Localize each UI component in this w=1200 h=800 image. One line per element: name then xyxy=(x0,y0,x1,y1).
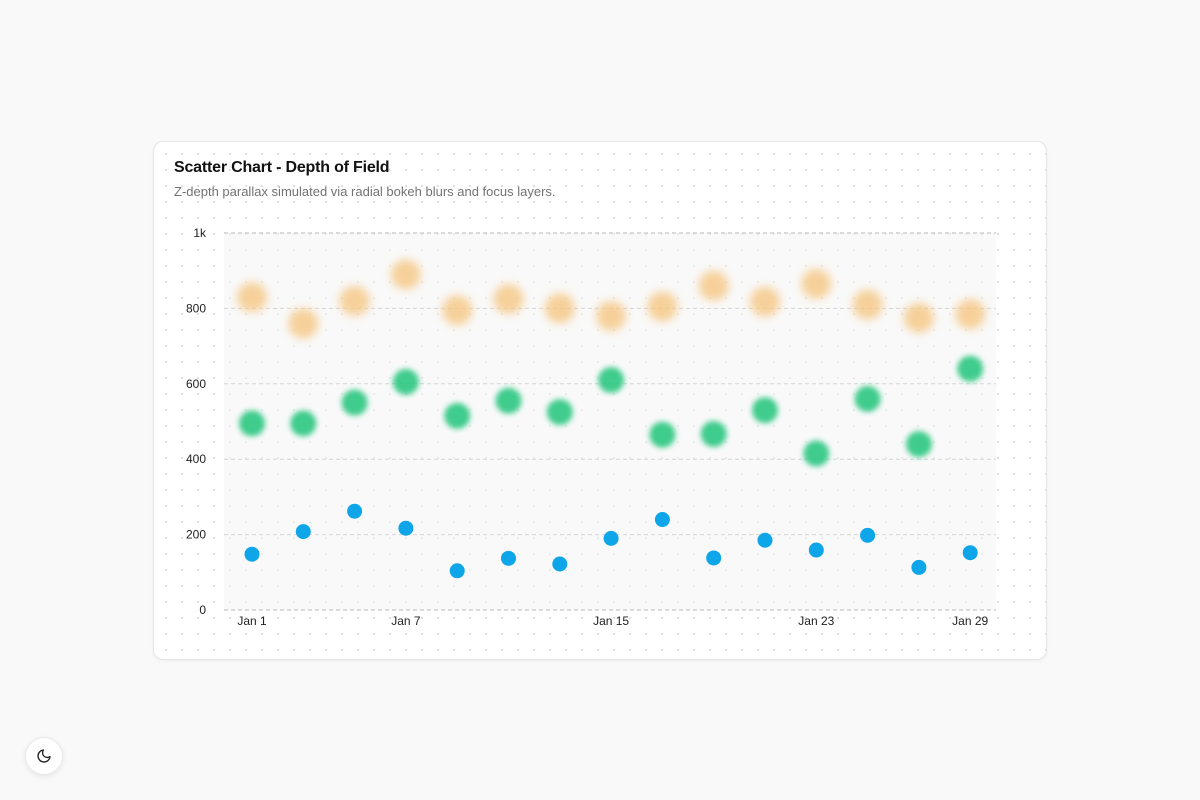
far-layer-point xyxy=(647,291,678,322)
mid-layer-point xyxy=(239,410,265,437)
far-layer-point xyxy=(493,283,524,314)
near-layer-point xyxy=(911,559,927,575)
near-layer-point xyxy=(962,545,978,561)
chart-title: Scatter Chart - Depth of Field xyxy=(174,159,390,176)
far-layer-point xyxy=(390,259,421,290)
near-layer-point xyxy=(654,512,670,528)
mid-layer-point xyxy=(392,368,419,395)
y-tick-label: 600 xyxy=(186,377,206,391)
x-axis: Jan 1 Jan 7 Jan 15 Jan 23 Jan 29 xyxy=(237,614,988,628)
far-layer-point xyxy=(750,286,780,317)
mid-layer-point xyxy=(957,355,984,382)
x-tick-label: Jan 1 xyxy=(237,614,267,628)
near-layer-point xyxy=(757,532,773,548)
data-points xyxy=(237,259,986,579)
mid-layer-point xyxy=(905,431,932,458)
near-layer-point xyxy=(808,542,824,558)
mid-layer-point xyxy=(495,387,522,414)
mid-layer-point xyxy=(341,389,368,416)
far-layer-point xyxy=(237,282,267,313)
far-layer-point xyxy=(955,299,986,330)
y-tick-label: 800 xyxy=(186,301,206,315)
mid-layer-point xyxy=(546,399,573,426)
plot-area-shade xyxy=(224,233,996,610)
near-layer-point xyxy=(244,546,260,562)
x-tick-label: Jan 29 xyxy=(952,614,988,628)
mid-layer-point xyxy=(700,420,727,447)
mid-layer-point xyxy=(854,385,881,412)
far-layer-point xyxy=(801,268,832,299)
near-layer-point xyxy=(295,524,311,540)
far-layer-point xyxy=(339,285,370,316)
chart-card: Scatter Chart - Depth of Field Z-depth p… xyxy=(153,141,1047,660)
far-layer-point xyxy=(852,289,883,320)
chart-subtitle: Z-depth parallax simulated via radial bo… xyxy=(174,184,556,199)
far-layer-point xyxy=(544,293,575,324)
far-layer-point xyxy=(698,270,729,301)
mid-layer-point xyxy=(444,402,471,429)
far-layer-point xyxy=(442,295,473,326)
near-layer-point xyxy=(552,556,568,572)
mid-layer-point xyxy=(803,440,830,467)
x-tick-label: Jan 15 xyxy=(593,614,629,628)
far-layer-point xyxy=(596,300,627,331)
mid-layer-point xyxy=(752,397,778,424)
near-layer-point xyxy=(347,503,363,519)
y-axis: 0 200 400 600 800 1k xyxy=(186,226,207,617)
y-tick-label: 0 xyxy=(199,603,206,617)
mid-layer-point xyxy=(290,410,317,437)
far-layer-point xyxy=(288,308,319,339)
y-tick-label: 200 xyxy=(186,528,206,542)
near-layer-point xyxy=(398,520,414,536)
near-layer-point xyxy=(603,530,619,546)
near-layer-point xyxy=(449,563,465,579)
near-layer-point xyxy=(860,527,876,543)
near-layer-point xyxy=(706,550,722,566)
x-tick-label: Jan 23 xyxy=(798,614,834,628)
x-tick-label: Jan 7 xyxy=(391,614,421,628)
mid-layer-point xyxy=(649,421,676,448)
near-layer-point xyxy=(501,550,516,566)
mid-layer-point xyxy=(598,367,625,394)
far-layer-point xyxy=(903,302,934,333)
y-tick-label: 400 xyxy=(186,452,206,466)
y-tick-label: 1k xyxy=(193,226,207,240)
moon-icon xyxy=(37,749,51,763)
theme-toggle-button[interactable] xyxy=(25,737,63,775)
